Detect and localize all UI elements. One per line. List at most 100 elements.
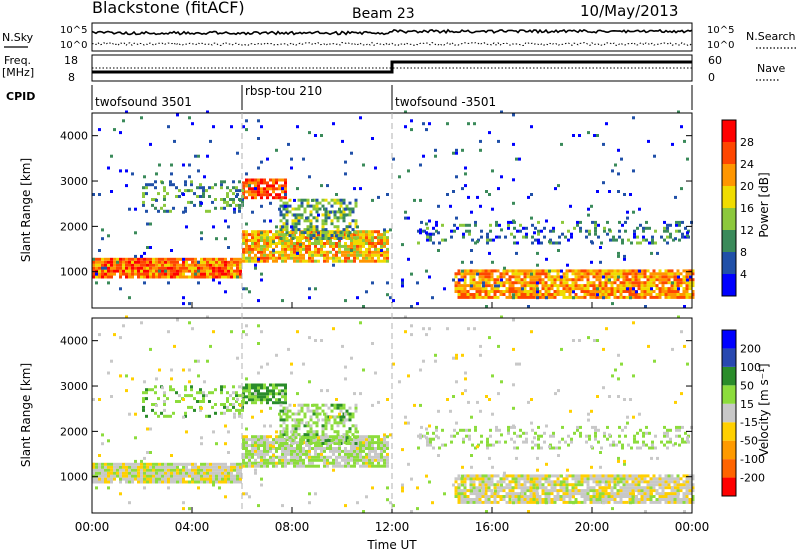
- scatter-cell: [557, 184, 560, 188]
- scatter-cell: [359, 441, 362, 445]
- scatter-cell: [323, 256, 326, 260]
- scatter-cell: [248, 438, 251, 442]
- scatter-cell: [330, 234, 334, 237]
- scatter-cell: [583, 293, 587, 296]
- scatter-cell: [320, 250, 323, 254]
- scatter-cell: [572, 134, 575, 137]
- scatter-cell: [281, 430, 284, 434]
- scatter-cell: [291, 427, 295, 431]
- scatter-cell: [299, 452, 302, 456]
- scatter-cell: [302, 247, 305, 251]
- scatter-cell: [251, 455, 254, 459]
- scatter-cell: [470, 489, 473, 493]
- scatter-cell: [282, 439, 286, 442]
- scatter-cell: [599, 451, 602, 454]
- scatter-cell: [282, 222, 286, 226]
- scatter-cell: [646, 284, 650, 288]
- scatter-cell: [478, 480, 482, 484]
- scatter-cell: [278, 401, 281, 405]
- scatter-cell: [610, 293, 614, 296]
- scatter-cell: [241, 189, 244, 193]
- scatter-cell: [223, 198, 226, 201]
- scatter-cell: [595, 500, 599, 504]
- scatter-cell: [284, 244, 287, 248]
- scatter-cell: [508, 483, 512, 487]
- scatter-cell: [335, 234, 338, 238]
- scatter-cell: [227, 465, 230, 469]
- scatter-cell: [473, 122, 476, 126]
- scatter-cell: [140, 480, 143, 484]
- scatter-cell: [492, 238, 495, 242]
- scatter-cell: [362, 458, 365, 462]
- scatter-cell: [266, 233, 269, 237]
- scatter-cell: [154, 411, 157, 415]
- scatter-cell: [326, 242, 329, 245]
- scatter-cell: [634, 278, 638, 282]
- scatter-cell: [678, 223, 681, 227]
- scatter-cell: [598, 500, 602, 504]
- scatter-cell: [320, 449, 323, 453]
- scatter-cell: [553, 281, 557, 285]
- scatter-cell: [161, 266, 164, 270]
- scatter-cell: [185, 471, 188, 475]
- scatter-cell: [604, 281, 608, 285]
- scatter-cell: [251, 435, 254, 439]
- scatter-cell: [463, 500, 467, 504]
- scatter-cell: [457, 498, 461, 501]
- scatter-cell: [239, 275, 242, 279]
- scatter-cell: [571, 477, 575, 481]
- scatter-cell: [254, 435, 257, 439]
- scatter-cell: [383, 233, 386, 237]
- scatter-cell: [305, 464, 308, 468]
- scatter-cell: [232, 403, 235, 406]
- scatter-cell: [119, 260, 122, 264]
- scatter-cell: [151, 183, 154, 187]
- scatter-cell: [206, 480, 209, 484]
- scatter-cell: [251, 386, 254, 390]
- scatter-cell: [320, 447, 323, 450]
- scatter-cell: [571, 281, 575, 285]
- scatter-cell: [526, 477, 530, 481]
- scatter-cell: [484, 498, 488, 501]
- scatter-cell: [460, 284, 464, 288]
- scatter-cell: [517, 500, 521, 504]
- scatter-cell: [552, 229, 555, 233]
- scatter-cell: [146, 465, 149, 469]
- scatter-cell: [487, 275, 491, 279]
- scatter-cell: [176, 260, 179, 264]
- scatter-cell: [688, 492, 692, 496]
- scatter-cell: [622, 477, 626, 481]
- scatter-cell: [260, 125, 263, 129]
- scatter-cell: [272, 455, 275, 459]
- scatter-cell: [275, 242, 278, 245]
- scatter-cell: [101, 272, 104, 276]
- scatter-cell: [245, 333, 248, 337]
- scatter-cell: [260, 231, 263, 235]
- scatter-cell: [673, 477, 677, 481]
- scatter-cell: [493, 486, 497, 490]
- scatter-cell: [312, 231, 316, 235]
- scatter-cell: [634, 477, 638, 481]
- scatter-cell: [251, 233, 254, 237]
- scatter-cell: [527, 305, 530, 308]
- scatter-cell: [326, 389, 329, 393]
- scatter-cell: [308, 175, 311, 179]
- scatter-cell: [642, 226, 645, 230]
- scatter-cell: [537, 425, 540, 429]
- scatter-cell: [613, 275, 617, 279]
- scatter-cell: [344, 365, 347, 369]
- scatter-cell: [98, 269, 101, 273]
- scatter-cell: [469, 275, 473, 279]
- scatter-cell: [191, 263, 194, 267]
- velocity-y-label: Slant Range [km]: [19, 363, 33, 467]
- scatter-cell: [649, 498, 653, 501]
- scatter-cell: [638, 269, 641, 273]
- scatter-cell: [416, 507, 419, 511]
- scatter-cell: [377, 230, 380, 234]
- scatter-cell: [188, 471, 191, 475]
- scatter-cell: [511, 272, 515, 276]
- scatter-cell: [638, 474, 641, 478]
- scatter-cell: [571, 269, 575, 273]
- scatter-cell: [285, 430, 289, 434]
- scatter-cell: [554, 392, 557, 396]
